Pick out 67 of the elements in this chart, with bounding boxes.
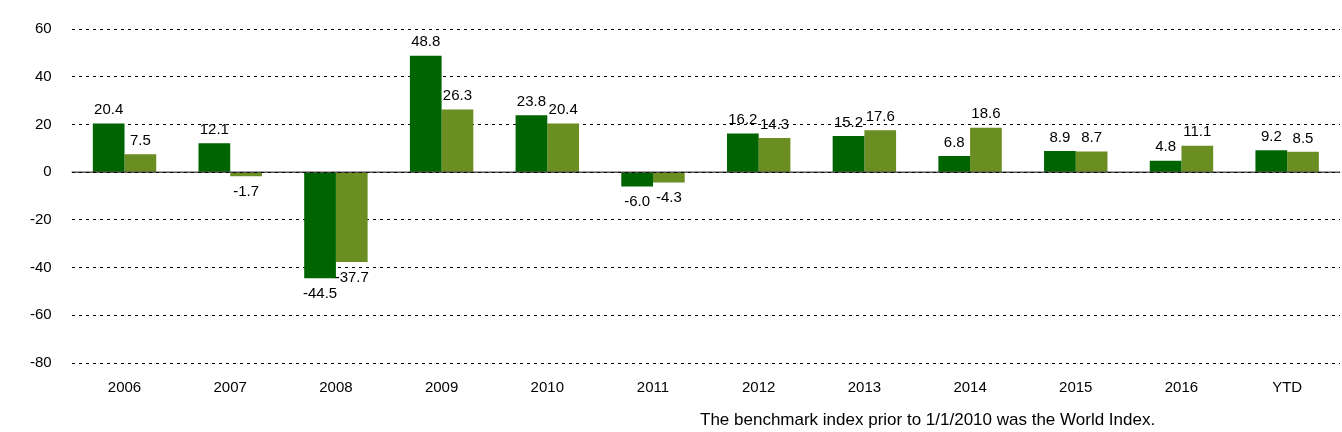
bar <box>1255 150 1288 172</box>
bar <box>726 133 759 172</box>
data-label: 18.6 <box>971 104 1001 122</box>
data-label: 9.2 <box>1260 126 1282 144</box>
bar <box>970 127 1002 172</box>
bar <box>1044 150 1076 172</box>
data-label: -44.5 <box>302 283 338 301</box>
x-tick-label: 2016 <box>1164 378 1199 396</box>
bar <box>1075 151 1108 172</box>
data-label: 4.8 <box>1155 137 1177 155</box>
bar <box>832 135 865 172</box>
x-tick-label: 2006 <box>107 378 142 396</box>
data-label: 20.4 <box>548 100 578 118</box>
y-tick-label: -80 <box>29 353 52 371</box>
bar <box>547 123 580 172</box>
bar <box>758 138 791 172</box>
x-tick-label: 2009 <box>424 378 459 396</box>
data-label: 20.4 <box>94 100 124 118</box>
data-label: 7.5 <box>129 130 151 148</box>
x-tick-label: 2015 <box>1059 378 1093 396</box>
bar <box>652 172 685 183</box>
data-label: 11.1 <box>1183 122 1212 140</box>
y-tick-label: 20 <box>34 114 52 132</box>
data-label: 8.9 <box>1049 127 1071 145</box>
bar <box>335 172 368 263</box>
bar <box>938 155 971 172</box>
data-label: 8.7 <box>1081 128 1103 146</box>
bar <box>515 115 548 172</box>
data-label: 8.5 <box>1292 128 1314 146</box>
bar <box>621 172 653 187</box>
y-tick-label: 40 <box>34 66 52 84</box>
data-label: 17.6 <box>865 106 895 124</box>
y-tick-label: -60 <box>29 305 52 323</box>
x-tick-label: 2011 <box>636 378 670 396</box>
data-label: 12.1 <box>199 119 229 137</box>
data-label: -6.0 <box>624 192 651 210</box>
data-label: 15.2 <box>833 112 864 130</box>
x-tick-label: 2007 <box>213 378 247 396</box>
data-label: -1.7 <box>233 181 259 199</box>
x-tick-label: 2013 <box>847 378 882 396</box>
y-tick-label: -40 <box>29 257 52 275</box>
data-label: 14.3 <box>759 114 790 132</box>
data-label: 6.8 <box>943 132 965 150</box>
bar <box>1287 151 1319 172</box>
y-tick-label: 0 <box>43 162 52 180</box>
data-label: 48.8 <box>411 32 441 50</box>
data-label: -37.7 <box>334 267 369 285</box>
x-tick-label: YTD <box>1272 378 1303 396</box>
bar <box>124 154 157 172</box>
bar <box>441 109 474 172</box>
bar <box>198 143 231 172</box>
bar <box>1181 145 1214 172</box>
bar <box>409 55 442 172</box>
data-label: 23.8 <box>516 92 547 109</box>
data-label: -4.3 <box>655 188 682 206</box>
text: The benchmark index prior to 1/1/2010 was the World Index. <box>700 410 1156 430</box>
data-label: 16.2 <box>728 110 758 128</box>
bar <box>92 123 125 172</box>
data-label: 26.3 <box>442 86 473 104</box>
x-tick-label: 2014 <box>953 378 987 396</box>
y-tick-label: -20 <box>29 210 52 227</box>
bar <box>864 130 897 172</box>
x-tick-label: 2010 <box>530 378 564 396</box>
bar <box>304 172 336 279</box>
x-tick-label: 2012 <box>742 378 776 396</box>
y-tick-label: 60 <box>34 19 52 37</box>
x-tick-label: 2008 <box>319 378 353 396</box>
